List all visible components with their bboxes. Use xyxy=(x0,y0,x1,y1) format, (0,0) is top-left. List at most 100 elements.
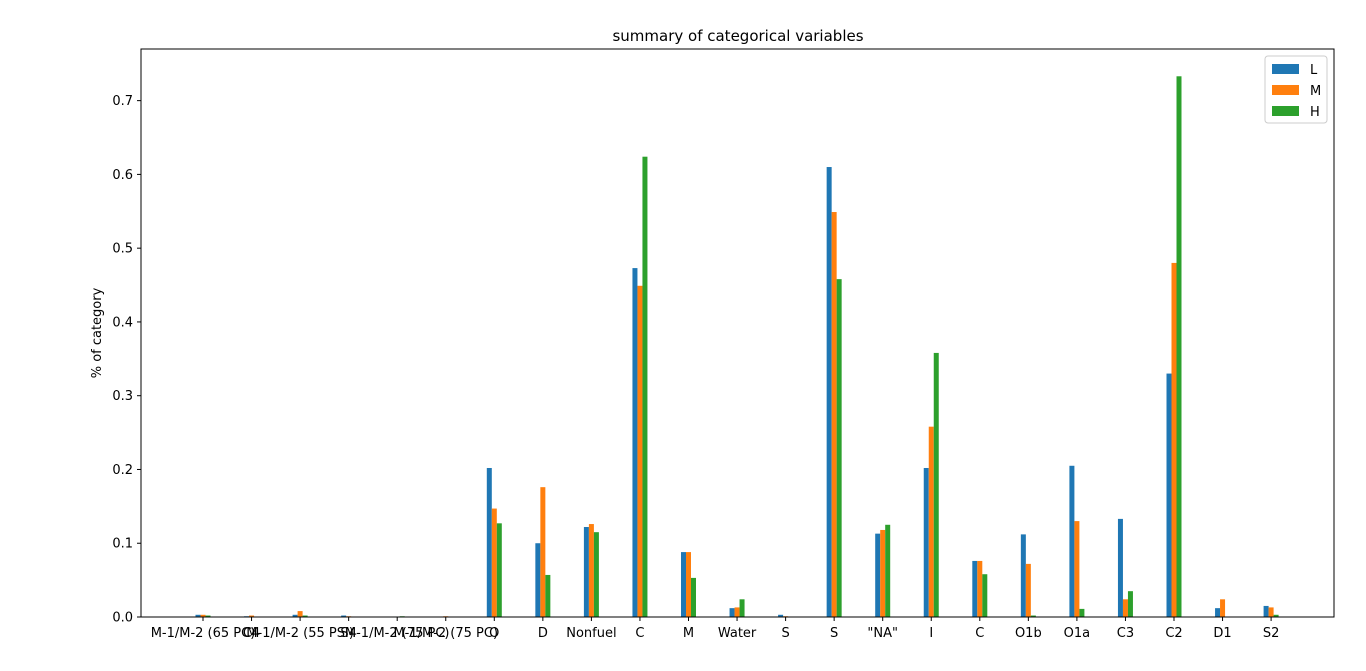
x-tick-label: O1b xyxy=(1015,626,1042,641)
bar-M-7 xyxy=(540,487,546,617)
x-tick-label: S4 xyxy=(340,626,357,641)
y-tick-label: 0.6 xyxy=(112,168,133,183)
bar-H-18 xyxy=(1079,608,1085,617)
y-tick-label: 0.4 xyxy=(112,315,133,330)
bar-M-22 xyxy=(1268,607,1274,617)
bar-L-21 xyxy=(1215,608,1221,617)
y-tick-label: 0.0 xyxy=(112,611,133,626)
bar-H-11 xyxy=(739,599,745,617)
bar-H-14 xyxy=(885,524,891,617)
bar-M-16 xyxy=(977,560,983,617)
x-tick-label: C2 xyxy=(1165,626,1182,641)
legend-label-L: L xyxy=(1310,63,1318,78)
bar-L-12 xyxy=(778,614,784,617)
bar-L-7 xyxy=(535,543,541,617)
bar-H-16 xyxy=(982,574,988,617)
x-tick-label: D1 xyxy=(1213,626,1231,641)
bar-L-0 xyxy=(195,614,201,617)
x-axis: M-1/M-2 (65 PC)C4M-1/M-2 (55 PSI)S4M-1/M… xyxy=(151,617,1280,641)
x-tick-label: Nonfuel xyxy=(566,626,616,641)
bar-M-19 xyxy=(1122,599,1128,617)
bar-M-2 xyxy=(297,611,303,617)
legend-swatch-M xyxy=(1272,85,1299,95)
bar-M-20 xyxy=(1171,262,1177,617)
bar-L-10 xyxy=(681,552,686,617)
x-tick-label: S xyxy=(830,626,838,641)
x-tick-label: "NA" xyxy=(867,626,898,641)
y-tick-label: 0.1 xyxy=(112,537,133,552)
bar-H-8 xyxy=(593,532,599,617)
legend-label-H: H xyxy=(1310,105,1320,120)
legend-swatch-H xyxy=(1272,106,1299,116)
bar-H-17 xyxy=(1030,615,1036,617)
bar-H-2 xyxy=(302,615,308,617)
legend-swatch-L xyxy=(1272,64,1299,74)
bar-L-11 xyxy=(729,608,735,617)
x-tick-label: M-1/M-2 (75 PC) xyxy=(393,626,498,641)
bar-H-22 xyxy=(1273,614,1279,617)
bar-L-22 xyxy=(1263,605,1269,617)
x-tick-label: S xyxy=(781,626,789,641)
bar-L-2 xyxy=(292,614,298,617)
y-axis: 0.0 0.1 0.2 0.3 0.4 0.5 0.6 0.7 xyxy=(112,94,141,626)
bar-H-7 xyxy=(545,574,551,617)
bar-M-21 xyxy=(1220,599,1226,617)
bar-L-18 xyxy=(1069,465,1075,617)
bar-H-19 xyxy=(1127,591,1133,617)
plot-frame xyxy=(140,48,1335,618)
bar-M-1 xyxy=(249,615,255,617)
bar-L-3 xyxy=(341,615,347,617)
x-tick-label: M-1/M-2 (75 PC) xyxy=(345,626,450,641)
bar-L-20 xyxy=(1166,373,1172,617)
bar-L-16 xyxy=(972,560,978,617)
x-tick-label: O xyxy=(489,626,499,641)
bar-H-6 xyxy=(496,523,502,617)
bar-H-20 xyxy=(1176,76,1182,618)
x-tick-label: O1a xyxy=(1064,626,1090,641)
bar-L-8 xyxy=(583,527,589,617)
bar-L-17 xyxy=(1020,534,1026,617)
bar-H-13 xyxy=(836,279,842,617)
x-tick-label: M-1/M-2 (55 PSI) xyxy=(246,626,354,641)
y-tick-label: 0.2 xyxy=(112,463,133,478)
x-tick-label: C4 xyxy=(243,626,260,641)
bar-M-11 xyxy=(734,607,740,617)
x-tick-label: Water xyxy=(718,626,757,641)
x-tick-label: S2 xyxy=(1263,626,1280,641)
x-tick-label: C xyxy=(975,626,984,641)
bar-M-10 xyxy=(686,552,691,617)
bar-M-18 xyxy=(1074,521,1080,617)
bar-H-15 xyxy=(933,352,939,617)
y-axis-label: % of category xyxy=(90,287,105,378)
bar-H-0 xyxy=(205,615,211,617)
x-tick-label: C xyxy=(635,626,644,641)
bar-H-9 xyxy=(642,156,648,617)
y-tick-label: 0.5 xyxy=(112,242,133,257)
bar-L-13 xyxy=(826,167,832,617)
bar-M-17 xyxy=(1025,563,1031,617)
bar-H-10 xyxy=(691,577,696,617)
bar-M-6 xyxy=(491,508,497,617)
bar-L-9 xyxy=(632,268,638,617)
bar-M-15 xyxy=(928,426,934,617)
bar-L-6 xyxy=(486,467,492,617)
bars-group xyxy=(195,76,1279,618)
bar-L-14 xyxy=(875,533,881,617)
x-tick-label: M-1/M-2 (65 PC) xyxy=(151,626,256,641)
chart-title: summary of categorical variables xyxy=(612,27,863,45)
bar-M-8 xyxy=(588,524,594,617)
x-tick-label: C3 xyxy=(1117,626,1134,641)
bar-M-14 xyxy=(880,529,886,617)
y-tick-label: 0.3 xyxy=(112,389,133,404)
x-tick-label: I xyxy=(929,626,933,641)
bar-L-19 xyxy=(1117,518,1123,617)
bar-L-15 xyxy=(923,467,929,617)
bar-M-0 xyxy=(200,614,206,617)
legend-label-M: M xyxy=(1310,84,1321,99)
x-tick-label: M xyxy=(683,626,694,641)
y-tick-label: 0.7 xyxy=(112,94,133,109)
bar-M-9 xyxy=(637,285,643,617)
bar-M-13 xyxy=(831,212,837,617)
x-tick-label: D xyxy=(538,626,548,641)
